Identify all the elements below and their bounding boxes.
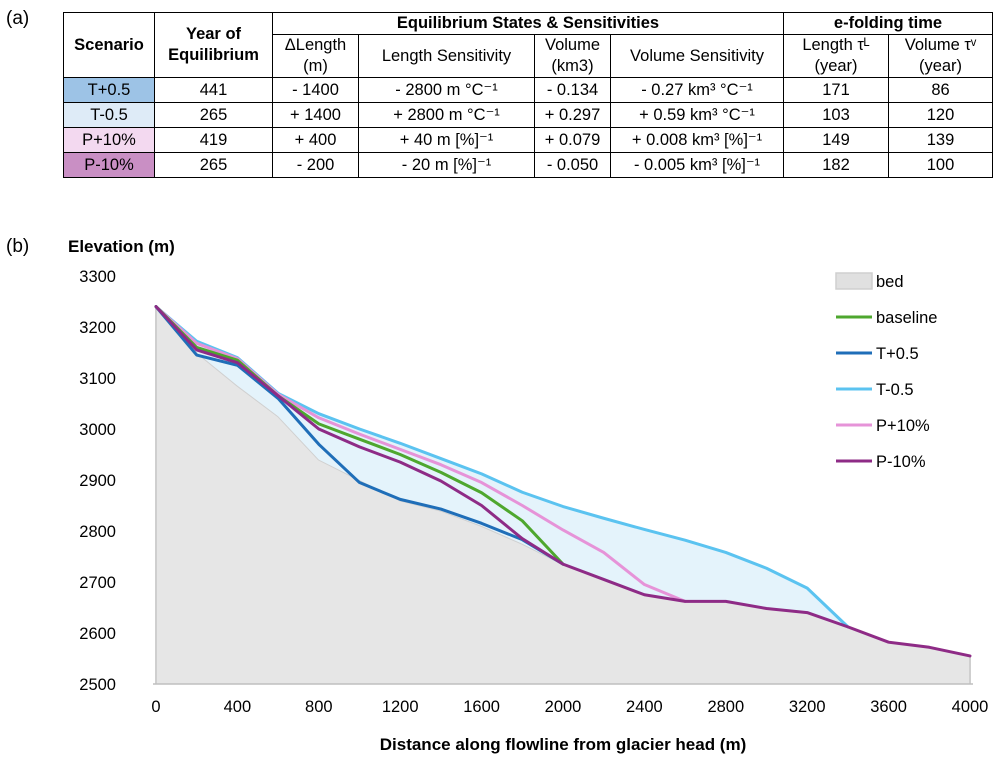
- x-tick-label: 2400: [626, 698, 663, 716]
- header-tau-length-line1: Length τᴸ: [802, 36, 870, 54]
- year-cell: 265: [154, 152, 273, 178]
- header-volume-sensitivity: Volume Sensitivity: [610, 34, 784, 78]
- scenario-cell: T+0.5: [63, 77, 155, 103]
- header-volume-line2: (km3): [551, 57, 594, 75]
- header-year-of-equilibrium: Year of Equilibrium: [154, 12, 273, 78]
- volume-sens-cell: + 0.008 km³ [%]⁻¹: [610, 127, 784, 153]
- y-tick-label: 2500: [79, 676, 116, 694]
- dlength-cell: - 1400: [272, 77, 359, 103]
- length-sens-cell: + 40 m [%]⁻¹: [358, 127, 535, 153]
- header-dlength-line2: (m): [303, 57, 328, 75]
- tau-volume-cell: 139: [887, 127, 994, 153]
- x-tick-label: 1600: [463, 698, 500, 716]
- legend-label: P-10%: [876, 453, 926, 471]
- t-minus-fill-area: [156, 306, 848, 627]
- plot-area: 2500 2600 2700 2800 2900 3000 3100 3200 3300 0 400…: [79, 268, 988, 716]
- year-cell: 265: [154, 102, 273, 128]
- x-tick-label: 0: [151, 698, 160, 716]
- header-volume-line1: Volume: [544, 36, 601, 54]
- series-line-p-10-: [154, 305, 972, 658]
- legend-label: T-0.5: [876, 381, 914, 399]
- table-header-row-1: Scenario Year of Equilibrium Equilibrium…: [63, 12, 994, 78]
- panel-label-a: (a): [6, 8, 30, 29]
- volume-cell: - 0.050: [534, 152, 611, 178]
- x-tick-label: 3600: [870, 698, 907, 716]
- x-axis-label: Distance along flowline from glacier hea…: [380, 735, 747, 754]
- legend-label: T+0.5: [876, 345, 919, 363]
- summary-table: Scenario Year of Equilibrium Equilibrium…: [63, 12, 994, 178]
- volume-sens-cell: - 0.005 km³ [%]⁻¹: [610, 152, 784, 178]
- tau-volume-cell: 86: [887, 77, 994, 103]
- length-sens-cell: - 20 m [%]⁻¹: [358, 152, 535, 178]
- y-axis-label: Elevation (m): [68, 237, 175, 256]
- table-row: P-10% 265 - 200 - 20 m [%]⁻¹ - 0.050 - 0…: [63, 152, 994, 178]
- header-year-line2: Equilibrium: [168, 46, 259, 64]
- scenario-cell: T-0.5: [63, 102, 155, 128]
- header-dlength: ΔLength (m): [272, 34, 359, 78]
- table-row: T-0.5 265 + 1400 + 2800 m °C⁻¹ + 0.297 +…: [63, 102, 994, 128]
- y-tick-label: 3000: [79, 421, 116, 439]
- x-tick-label: 4000: [952, 698, 989, 716]
- tau-length-cell: 171: [783, 77, 889, 103]
- dlength-cell: + 400: [272, 127, 359, 153]
- legend-label: P+10%: [876, 417, 930, 435]
- scenario-cell: P-10%: [63, 152, 155, 178]
- length-sens-cell: - 2800 m °C⁻¹: [358, 77, 535, 103]
- series-line-t-0-5: [154, 305, 565, 566]
- x-tick-label: 400: [224, 698, 252, 716]
- x-tick-label: 2000: [545, 698, 582, 716]
- header-tau-length-line2: (year): [814, 57, 858, 75]
- y-tick-label: 2900: [79, 472, 116, 490]
- tau-length-cell: 103: [783, 102, 889, 128]
- panel-label-b: (b): [6, 236, 30, 257]
- year-cell: 419: [154, 127, 273, 153]
- tau-volume-cell: 120: [887, 102, 994, 128]
- legend-label: bed: [876, 273, 904, 291]
- y-tick-label: 3200: [79, 319, 116, 337]
- volume-cell: - 0.134: [534, 77, 611, 103]
- elevation-profile-chart: Elevation (m) Distance along flowline fr…: [68, 237, 988, 754]
- x-tick-label: 800: [305, 698, 333, 716]
- year-cell: 441: [154, 77, 273, 103]
- table-row: T+0.5 441 - 1400 - 2800 m °C⁻¹ - 0.134 -…: [63, 77, 994, 103]
- header-tau-volume-line2: (year): [918, 57, 963, 75]
- y-tick-label: 3100: [79, 370, 116, 388]
- y-tick-label: 3300: [79, 268, 116, 286]
- legend-swatch-bed: [835, 272, 873, 290]
- header-year-line1: Year of: [185, 25, 242, 43]
- header-tau-length: Length τᴸ (year): [783, 34, 889, 78]
- series-line-baseline: [154, 305, 565, 566]
- header-scenario: Scenario: [63, 12, 155, 78]
- dlength-cell: - 200: [272, 152, 359, 178]
- length-sens-cell: + 2800 m °C⁻¹: [358, 102, 535, 128]
- y-tick-label: 2600: [79, 625, 116, 643]
- table-row: P+10% 419 + 400 + 40 m [%]⁻¹ + 0.079 + 0…: [63, 127, 994, 153]
- y-tick-label: 2800: [79, 523, 116, 541]
- x-tick-label: 2800: [707, 698, 744, 716]
- header-length-sensitivity: Length Sensitivity: [358, 34, 535, 78]
- volume-sens-cell: - 0.27 km³ °C⁻¹: [610, 77, 784, 103]
- volume-cell: + 0.297: [534, 102, 611, 128]
- header-tau-volume-line1: Volume τᵛ: [904, 36, 977, 54]
- bed-area: [156, 306, 970, 684]
- legend-label: baseline: [876, 309, 937, 327]
- volume-cell: + 0.079: [534, 127, 611, 153]
- x-tick-label: 1200: [382, 698, 419, 716]
- legend: bed baseline T+0.5 T-0.5 P+10% P-10%: [835, 272, 937, 471]
- header-group-equilibrium: Equilibrium States & Sensitivities: [272, 12, 784, 35]
- y-tick-label: 2700: [79, 574, 116, 592]
- header-volume: Volume (km3): [534, 34, 611, 78]
- volume-sens-cell: + 0.59 km³ °C⁻¹: [610, 102, 784, 128]
- table-header-row-2: ΔLength (m) Length Sensitivity Volume (k…: [64, 34, 994, 78]
- dlength-cell: + 1400: [272, 102, 359, 128]
- tau-volume-cell: 100: [887, 152, 994, 178]
- x-tick-label: 3200: [789, 698, 826, 716]
- header-tau-volume: Volume τᵛ (year): [887, 34, 994, 78]
- tau-length-cell: 182: [783, 152, 889, 178]
- scenario-cell: P+10%: [63, 127, 155, 153]
- header-group-efolding: e-folding time: [782, 12, 994, 35]
- tau-length-cell: 149: [783, 127, 889, 153]
- header-dlength-line1: ΔLength: [284, 36, 347, 54]
